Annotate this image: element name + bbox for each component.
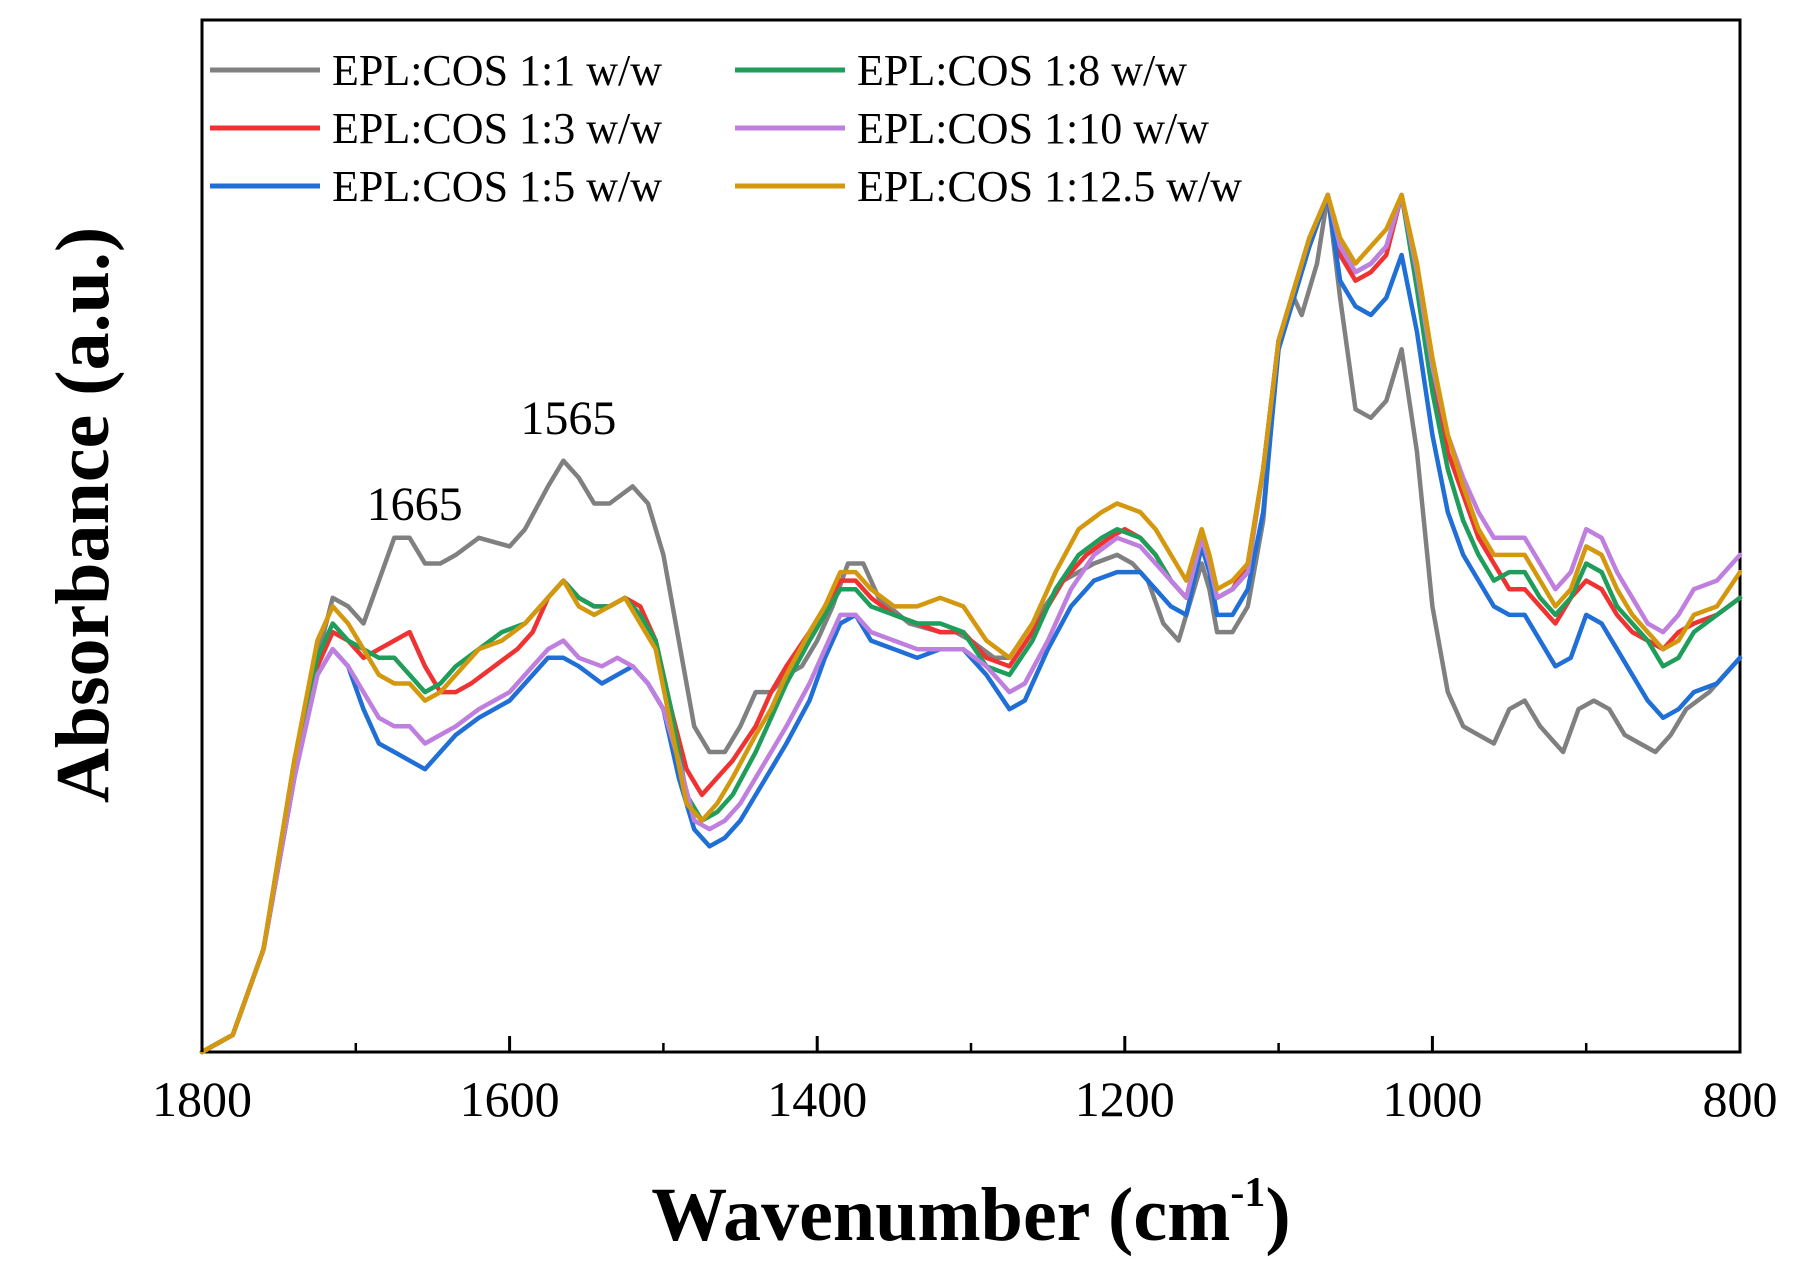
legend-item-epl-cos-1-3-w-w: EPL:COS 1:3 w/w (210, 104, 662, 153)
legend-item-epl-cos-1-5-w-w: EPL:COS 1:5 w/w (210, 162, 662, 211)
x-tick-label-800: 800 (1703, 1071, 1778, 1127)
series-line-epl-cos-1-3-w-w (199, 192, 1743, 1055)
x-axis-title-text: Wavenumber (cm (651, 1173, 1230, 1257)
x-axis-title-close: ) (1265, 1173, 1290, 1257)
legend-item-epl-cos-1-1-w-w: EPL:COS 1:1 w/w (210, 46, 662, 95)
series-line-epl-cos-1-1-w-w (199, 192, 1743, 1055)
series-line-epl-cos-1-8-w-w (199, 192, 1743, 1055)
legend-label-epl-cos-1-8-w-w: EPL:COS 1:8 w/w (857, 46, 1187, 95)
series-line-epl-cos-1-10-w-w (199, 192, 1743, 1055)
legend-label-epl-cos-1-5-w-w: EPL:COS 1:5 w/w (332, 162, 662, 211)
legend-label-epl-cos-1-1-w-w: EPL:COS 1:1 w/w (332, 46, 662, 95)
legend-item-epl-cos-1-10-w-w: EPL:COS 1:10 w/w (735, 104, 1209, 153)
x-tick-label-1200: 1200 (1075, 1071, 1175, 1127)
legend-label-epl-cos-1-12-5-w-w: EPL:COS 1:12.5 w/w (857, 162, 1242, 211)
plot-area (199, 192, 1743, 1055)
legend-label-epl-cos-1-3-w-w: EPL:COS 1:3 w/w (332, 104, 662, 153)
legend-label-epl-cos-1-10-w-w: EPL:COS 1:10 w/w (857, 104, 1209, 153)
x-tick-label-1000: 1000 (1382, 1071, 1482, 1127)
x-tick-label-1400: 1400 (767, 1071, 867, 1127)
x-tick-label-1800: 1800 (152, 1071, 252, 1127)
legend-item-epl-cos-1-8-w-w: EPL:COS 1:8 w/w (735, 46, 1187, 95)
annotation-1665: 1665 (367, 478, 463, 531)
series-line-epl-cos-1-12-5-w-w (199, 192, 1743, 1055)
annotation-1565: 1565 (520, 392, 616, 445)
y-axis-title: Absorbance (a.u.) (41, 227, 125, 803)
legend: EPL:COS 1:1 w/w EPL:COS 1:3 w/w EPL:COS 1:… (210, 46, 1242, 211)
x-axis-title: Wavenumber (cm-1) (651, 1170, 1290, 1257)
x-axis-ticks: 1800 1600 1400 1200 1000 800 (152, 1036, 1778, 1127)
legend-item-epl-cos-1-12-5-w-w: EPL:COS 1:12.5 w/w (735, 162, 1242, 211)
series-line-epl-cos-1-5-w-w (199, 192, 1743, 1055)
x-tick-label-1600: 1600 (460, 1071, 560, 1127)
peak-annotations: 1665 1565 (367, 392, 617, 531)
x-axis-title-superscript: -1 (1230, 1170, 1265, 1216)
